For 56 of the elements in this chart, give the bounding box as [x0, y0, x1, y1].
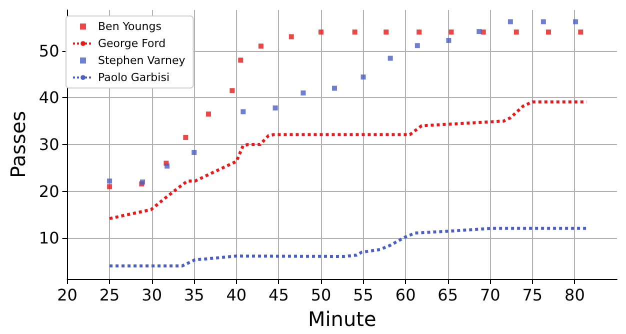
point: [514, 30, 519, 35]
point: [206, 112, 211, 117]
x-tick-label: 55: [353, 286, 374, 304]
point: [300, 90, 306, 96]
y-tick-label: 50: [38, 41, 60, 60]
x-tick-label: 45: [268, 286, 289, 304]
x-tick-label: 60: [395, 286, 416, 304]
point: [272, 105, 278, 110]
point: [540, 19, 546, 24]
x-tick-label: 70: [480, 286, 500, 304]
y-axis-title: Passes: [6, 111, 30, 178]
legend-label: Paolo Garbisi: [98, 71, 170, 84]
x-tick-label: 50: [310, 286, 332, 304]
point: [230, 88, 235, 94]
x-tick-label: 20: [57, 286, 78, 304]
point: [183, 134, 188, 140]
y-tick-label: 30: [38, 135, 60, 154]
point: [384, 30, 389, 35]
point: [258, 44, 264, 49]
line-series: [108, 226, 588, 268]
point: [446, 38, 452, 43]
y-tick-label: 40: [38, 88, 60, 108]
point: [332, 86, 338, 91]
x-tick-label: 80: [564, 286, 585, 304]
point: [192, 150, 197, 155]
y-tick-label: 10: [38, 228, 60, 248]
x-axis-title: Minute: [308, 307, 376, 331]
y-tick-label: 20: [38, 182, 60, 201]
point: [388, 56, 393, 61]
point: [476, 29, 482, 34]
x-tick-label: 65: [438, 286, 458, 304]
x-tick-label: 25: [99, 286, 120, 304]
point: [546, 30, 551, 35]
point: [573, 19, 578, 24]
point: [288, 34, 294, 40]
x-tick-label: 30: [142, 286, 162, 304]
point: [508, 19, 513, 24]
point: [414, 43, 420, 48]
point: [352, 30, 358, 35]
legend-label: George Ford: [98, 37, 166, 50]
x-tick-label: 35: [184, 286, 204, 304]
legend-label: Stephen Varney: [98, 54, 186, 67]
legend-label: Ben Youngs: [98, 20, 162, 33]
point: [107, 184, 112, 190]
point: [416, 30, 422, 35]
point: [318, 30, 324, 35]
point: [360, 74, 366, 80]
point: [107, 178, 112, 184]
x-tick-label: 75: [522, 286, 543, 304]
point: [578, 30, 584, 35]
point: [480, 30, 486, 35]
x-tick-label: 40: [226, 286, 247, 304]
point: [240, 109, 246, 114]
point: [164, 164, 170, 169]
point: [448, 30, 454, 35]
point: [238, 58, 244, 63]
